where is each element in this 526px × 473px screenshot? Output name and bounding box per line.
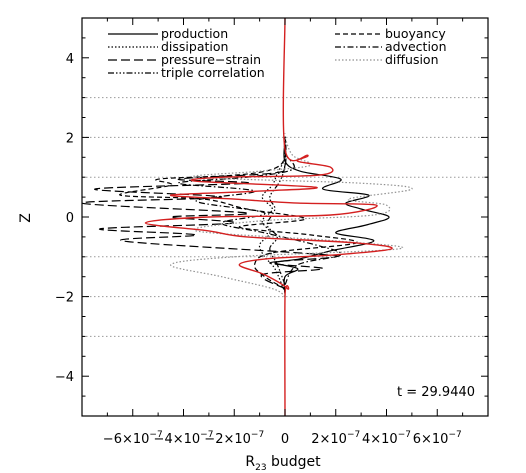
- x-tick-label: −4×10−7: [154, 430, 214, 447]
- x-tick-mantissa: 2×10: [311, 432, 347, 447]
- x-tick-exponent: −7: [347, 430, 360, 440]
- y-tick-label: 0: [66, 211, 74, 226]
- x-axis-title-suffix: budget: [267, 454, 322, 470]
- x-tick-label: 2×10−7: [311, 430, 360, 447]
- x-tick-exponent: −7: [251, 430, 264, 440]
- x-tick-exponent: −7: [200, 430, 213, 440]
- series-advection: [177, 137, 342, 286]
- legend-label-buoyancy: buoyancy: [385, 26, 446, 41]
- series-production: [274, 141, 390, 295]
- series-total: [144, 17, 393, 417]
- x-tick-exponent: −7: [448, 430, 461, 440]
- x-tick-label: 4×10−7: [362, 430, 411, 447]
- y-tick-label: 4: [66, 52, 74, 67]
- legend-label-diffusion: diffusion: [385, 52, 439, 67]
- x-tick-label: 6×10−7: [413, 430, 462, 447]
- series-buoyancy: [119, 133, 358, 290]
- x-axis-title: R23 budget: [245, 454, 321, 473]
- legend-label-pressure-strain: pressure−strain: [161, 52, 261, 67]
- x-axis-title-subscript: 23: [255, 463, 266, 473]
- legend: productiondissipationpressure−straintrip…: [108, 26, 447, 80]
- legend-label-triple-correlation: triple correlation: [161, 65, 265, 80]
- x-tick-mantissa: −4×10: [154, 432, 201, 447]
- x-tick-label: 0: [281, 432, 289, 447]
- legend-label-dissipation: dissipation: [161, 39, 228, 54]
- legend-label-production: production: [161, 26, 228, 41]
- x-tick-exponent: −7: [149, 430, 162, 440]
- time-annotation: t = 29.9440: [397, 385, 475, 400]
- series-layer: [81, 17, 413, 417]
- x-tick-exponent: −7: [398, 430, 411, 440]
- y-tick-label: 2: [66, 131, 74, 146]
- x-tick-mantissa: 4×10: [362, 432, 398, 447]
- series-diffusion: [170, 137, 413, 298]
- x-tick-label: −2×10−7: [204, 430, 264, 447]
- y-tick-label: −2: [55, 291, 74, 306]
- series-dissipation: [258, 137, 287, 293]
- y-axis-title: Z: [18, 213, 34, 223]
- legend-label-advection: advection: [385, 39, 447, 54]
- y-tick-label: −4: [55, 370, 74, 385]
- series-pressure-strain: [81, 141, 338, 290]
- x-tick-mantissa: −2×10: [204, 432, 251, 447]
- x-tick-mantissa: 0: [281, 432, 289, 447]
- x-tick-mantissa: 6×10: [413, 432, 449, 447]
- x-axis-title-main: R: [245, 454, 255, 470]
- series-triple-correlation: [266, 145, 286, 285]
- x-tick-label: −6×10−7: [103, 430, 163, 447]
- x-tick-mantissa: −6×10: [103, 432, 150, 447]
